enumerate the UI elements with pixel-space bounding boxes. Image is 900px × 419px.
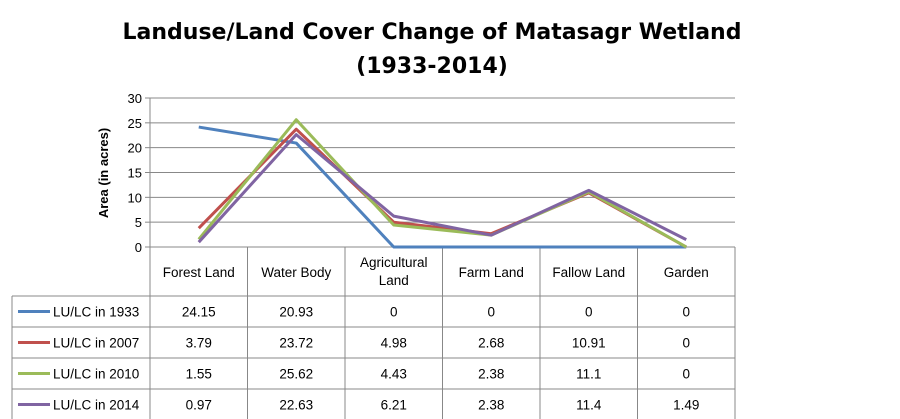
category-label: Farm Land (459, 265, 524, 280)
data-cell: 0 (682, 367, 690, 382)
data-cell: 0 (682, 305, 690, 320)
data-cell: 2.38 (478, 398, 504, 413)
data-cell: 0 (390, 305, 398, 320)
category-label: Forest Land (163, 265, 235, 280)
data-cell: 0 (487, 305, 495, 320)
data-cell: 0 (585, 305, 593, 320)
data-cell: 1.55 (186, 367, 212, 382)
category-label: Agricultural Land (360, 255, 428, 288)
data-cell: 2.68 (478, 336, 504, 351)
data-cell: 4.98 (381, 336, 407, 351)
data-cell: 23.72 (279, 336, 313, 351)
y-axis-label: Area (in acres) (96, 128, 111, 218)
series-lines (197, 118, 687, 249)
data-cell: 24.15 (182, 305, 216, 320)
data-cell: 10.91 (572, 336, 606, 351)
data-cell: 22.63 (279, 398, 313, 413)
data-cell: 1.49 (673, 398, 699, 413)
y-tick-labels: 0 5 10 15 20 25 30 (128, 91, 142, 255)
y-tick-label: 30 (128, 91, 142, 106)
data-cell: 0.97 (186, 398, 212, 413)
data-cell: 0 (682, 336, 690, 351)
y-tick-label: 5 (135, 215, 142, 230)
category-label: Garden (664, 265, 709, 280)
data-cell: 11.4 (576, 398, 602, 413)
category-label: Fallow Land (552, 265, 625, 280)
data-cell: 3.79 (186, 336, 212, 351)
y-tick-label: 10 (128, 190, 142, 205)
y-tick-label: 25 (128, 116, 142, 131)
y-tick-label: 20 (128, 141, 142, 156)
series-line (197, 118, 687, 249)
y-tick-label: 15 (128, 166, 142, 181)
data-cell: 20.93 (279, 305, 313, 320)
series-line (197, 133, 687, 244)
series-name: LU/LC in 2010 (53, 367, 139, 382)
data-cell: 2.38 (478, 367, 504, 382)
gridlines (145, 97, 735, 248)
data-table: Forest Land Water Body Agricultural Land Far… (11, 247, 736, 419)
chart-subtitle: (1933-2014) (356, 54, 508, 79)
data-cell: 25.62 (279, 367, 313, 382)
series-name: LU/LC in 2007 (53, 336, 139, 351)
series-name: LU/LC in 1933 (53, 305, 139, 320)
category-label: Water Body (261, 265, 331, 280)
y-tick-label: 0 (135, 240, 142, 255)
chart-title: Landuse/Land Cover Change of Matasagr We… (123, 20, 742, 45)
data-cell: 11.1 (576, 367, 601, 382)
data-cell: 4.43 (381, 367, 407, 382)
series-name: LU/LC in 2014 (53, 398, 140, 413)
data-cell: 6.21 (381, 398, 407, 413)
